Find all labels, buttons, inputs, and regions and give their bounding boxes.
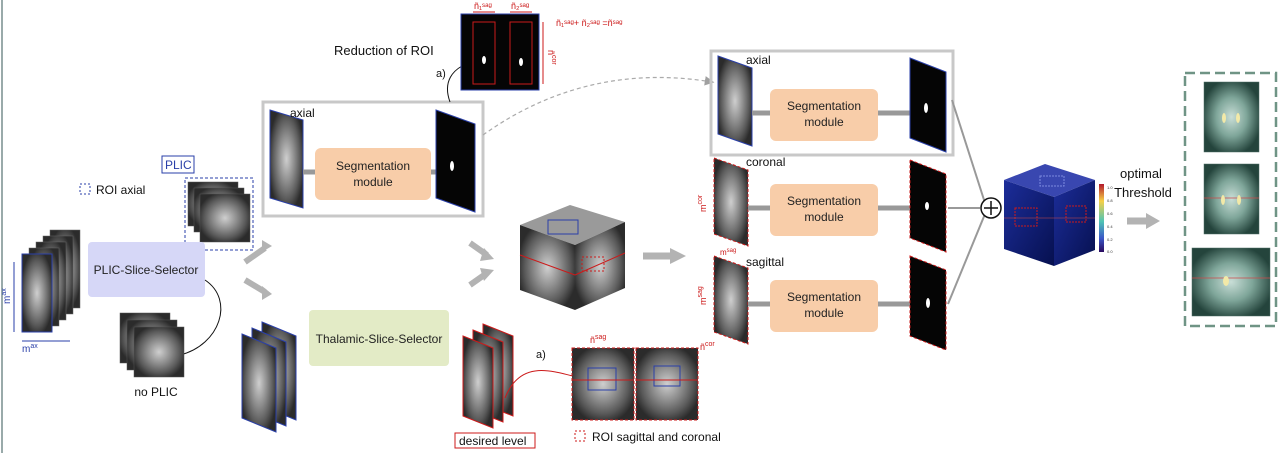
roi-reduction-image [460,13,540,91]
coronal-label: coronal [746,155,785,169]
svg-text:module: module [804,210,844,224]
svg-text:Segmentation: Segmentation [787,99,861,113]
no-plic-connector [179,279,222,356]
roi-axial-label: ROI axial [96,183,145,197]
axial-right-label: axial [746,53,771,67]
axial-input-slice [269,109,304,209]
result-coronal-image [1203,163,1260,235]
ensemble-sagittal-module [770,280,878,332]
desired-level-box [454,432,536,449]
roi-sag-cor-legend-swatch [574,430,586,442]
sum-equation: ñ₁ˢᵃᵍ+ ñ₂ˢᵃᵍ =ñˢᵃᵍ [556,18,623,28]
svg-text:0.6: 0.6 [1107,211,1113,216]
results-panel [1183,71,1278,328]
optimal-label: optimal [1120,166,1162,181]
roi-sag-cor-label: ROI sagittal and coronal [592,430,721,444]
ensemble-axial-module [770,89,878,141]
arrow-to-axial [243,245,267,265]
arrow-to-thalamic [243,277,267,295]
thalamic-slice-selector-label: Thalamic-Slice-Selector [316,332,443,346]
svg-text:Segmentation: Segmentation [336,159,410,173]
result-sagittal-image [1191,247,1271,317]
m-cor-label: mcor [697,194,708,212]
plic-slice-selector-label: PLIC-Slice-Selector [94,263,199,277]
n1-sag-label: ñ₁ˢᵃᵍ [474,1,492,11]
merge-line-axial [951,99,986,204]
m-ax-label-2: max [22,343,38,355]
roi-volume-cube [519,205,626,310]
roi-reduction-connector [447,65,463,103]
colorbar-ticks: 1.0 0.8 0.6 0.4 0.2 0.0 [1107,185,1113,254]
ensemble-coronal-module [770,184,878,236]
input-axial-stack [13,229,81,342]
svg-text:Segmentation: Segmentation [787,194,861,208]
svg-text:0.8: 0.8 [1107,198,1113,203]
result-axial-image [1203,81,1260,153]
threshold-label: Threshold [1114,185,1172,200]
n-cor-label-bottom: ñcor [700,341,715,352]
desired-level-stack [462,323,514,429]
axial-segmentation-panel [261,100,485,218]
axial-center-label: axial [290,106,315,120]
svg-text:module: module [353,175,393,189]
thalamic-slice-selector-box [309,310,449,366]
merge-line-sagittal [947,213,986,305]
roi-axial-legend-swatch [79,183,91,195]
desired-level-connector [504,370,581,399]
desired-level-label: desired level [459,434,526,448]
ensemble-axial-input [717,55,753,147]
no-plic-label: no PLIC [134,385,178,399]
svg-text:Segmentation: Segmentation [787,290,861,304]
ensemble-sagittal-input [713,255,749,345]
svg-text:0.4: 0.4 [1107,224,1113,229]
roi-sagittal-image [571,347,635,421]
reduction-of-roi-label: Reduction of ROI [334,43,434,58]
ensemble-coronal-input [713,157,749,247]
plic-slice-selector-box [88,242,205,297]
thalamic-input-stack [241,321,297,433]
n2-sag-label: ñ₂ˢᵃᵍ [511,1,530,11]
m-sag-label-2: msag [697,286,708,305]
m-sag-label-1: msag [720,248,736,257]
a-top-label: a) [436,68,446,80]
svg-text:module: module [804,115,844,129]
svg-text:1.0: 1.0 [1107,185,1113,190]
m-ax-label: max [1,288,13,304]
ensemble-axial-mask [909,57,947,153]
sagittal-label: sagittal [746,255,784,269]
probability-cube [1004,164,1095,266]
plic-label-box [161,155,195,174]
svg-text:0.0: 0.0 [1107,249,1113,254]
plic-label: PLIC [165,158,192,172]
plic-slice-stack [184,177,254,251]
svg-text:module: module [804,306,844,320]
probability-colorbar [1099,184,1104,252]
dashed-arrow-to-ensemble [482,76,715,136]
svg-text:0.2: 0.2 [1107,237,1113,242]
n-sag-label: ñsag [590,334,606,345]
no-plic-stack [119,312,185,378]
roi-coronal-image [635,347,699,421]
axial-segmentation-module [315,148,431,200]
a-bottom-label: a) [536,349,546,361]
axial-output-mask [435,109,476,213]
n-cor-label: ñcor [546,50,557,65]
